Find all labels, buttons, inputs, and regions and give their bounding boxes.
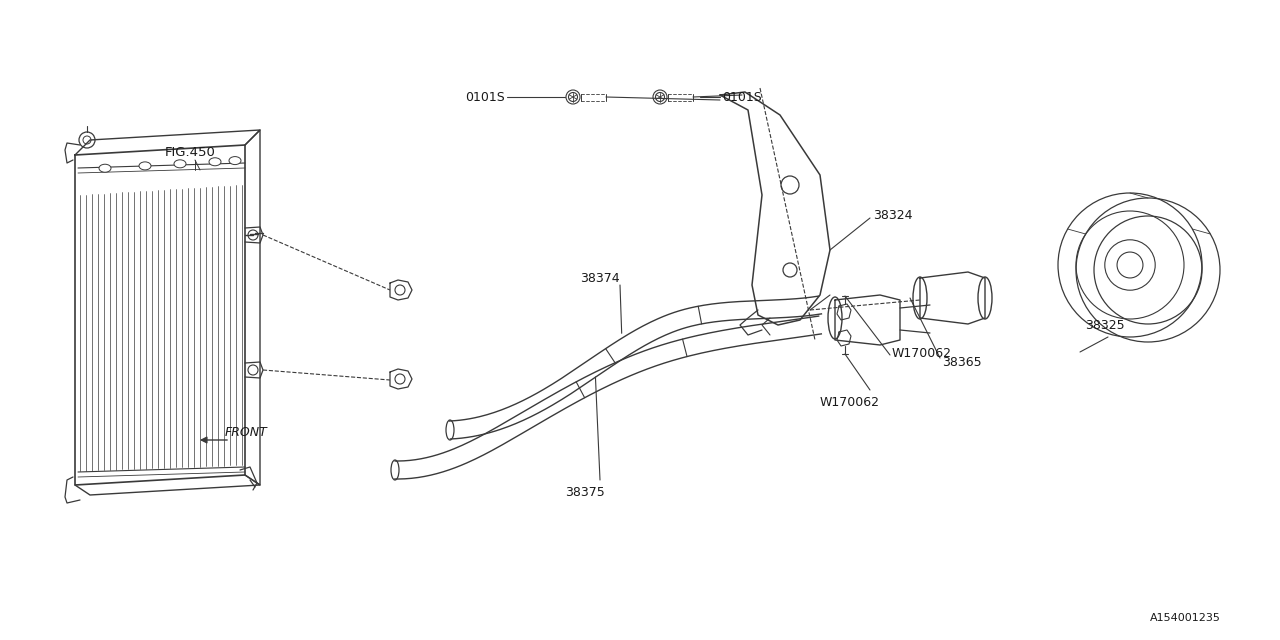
Text: 38365: 38365 [942,355,982,369]
Text: A154001235: A154001235 [1149,613,1221,623]
Text: W170062: W170062 [892,346,952,360]
Text: 38374: 38374 [580,271,620,285]
Text: 0101S: 0101S [722,90,762,104]
Text: 38325: 38325 [1085,319,1125,332]
Text: FIG.450: FIG.450 [165,145,216,159]
Text: 38375: 38375 [564,486,604,499]
Ellipse shape [174,160,186,168]
Ellipse shape [229,157,241,164]
Text: 0101S: 0101S [465,90,504,104]
Ellipse shape [99,164,111,172]
Text: W170062: W170062 [820,397,881,410]
Ellipse shape [140,162,151,170]
Ellipse shape [209,158,221,166]
Text: 38324: 38324 [873,209,913,221]
Text: FRONT: FRONT [225,426,268,440]
